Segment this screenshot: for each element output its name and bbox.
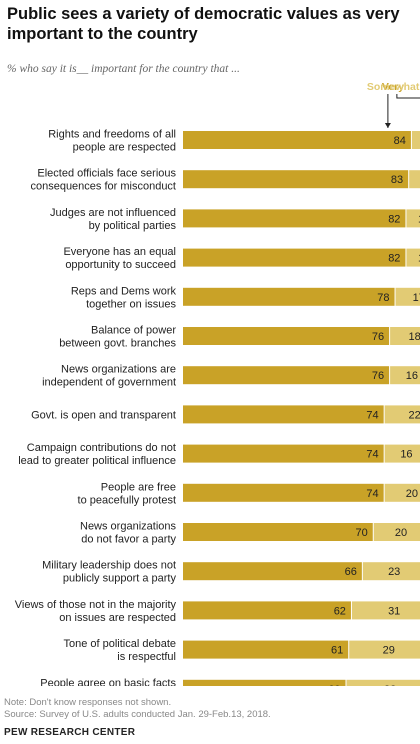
bar-segment-very: [183, 170, 409, 189]
category-label: Balance of power: [91, 325, 176, 337]
bar-segment-very: [183, 287, 395, 306]
category-label: Reps and Dems work: [71, 285, 177, 297]
data-label-somewhat: 22: [409, 409, 420, 421]
data-label-somewhat: 16: [400, 449, 412, 461]
data-label-somewhat: 29: [383, 645, 395, 657]
chart-title: Public sees a variety of democratic valu…: [7, 5, 400, 43]
bar-segment-somewhat: [384, 483, 420, 502]
data-label-very: 82: [388, 253, 400, 265]
data-label-somewhat: 23: [388, 566, 400, 578]
data-label-somewhat: 31: [388, 605, 400, 617]
bar-segment-somewhat: [349, 640, 420, 659]
data-label-very: 78: [377, 292, 389, 304]
bar-segment-somewhat: [390, 327, 420, 345]
bar-segment-very: [183, 444, 384, 463]
bar-segment-somewhat: [395, 287, 420, 306]
data-label-very: 74: [366, 409, 378, 421]
category-label: Govt. is open and transparent: [31, 409, 176, 421]
legend-arrowhead: [384, 123, 391, 128]
category-label: by political parties: [89, 220, 177, 232]
bar-segment-very: [183, 640, 349, 659]
data-label-very: 62: [334, 605, 346, 617]
data-label-somewhat: 32: [384, 684, 396, 686]
bar-segment-somewhat: [384, 405, 420, 424]
bar-segment-somewhat: [384, 444, 420, 463]
chart-source: Source: Survey of U.S. adults conducted …: [4, 709, 271, 720]
data-label-very: 74: [366, 488, 378, 500]
stacked-bar-chart: VerySomewhatNot at allNot tooRights and …: [15, 81, 420, 686]
data-label-very: 82: [388, 213, 400, 225]
data-label-very: 60: [328, 684, 340, 686]
bar-segment-very: [183, 562, 362, 581]
data-label-very: 61: [331, 645, 343, 657]
category-label: Judges are not influenced: [50, 207, 176, 219]
category-label: independent of government: [42, 377, 176, 389]
legend-leader-somewhat: [396, 94, 420, 99]
bar-segment-somewhat: [351, 601, 420, 620]
category-label: Views of those not in the majority: [15, 599, 177, 611]
bar-segment-very: [183, 483, 384, 502]
bar-segment-somewhat: [346, 679, 420, 686]
data-label-very: 66: [345, 566, 357, 578]
category-label: people are respected: [73, 142, 176, 154]
data-label-very: 83: [391, 174, 403, 186]
category-label: Everyone has an equal: [63, 246, 176, 258]
category-label: consequences for misconduct: [30, 181, 176, 193]
bar-segment-very: [183, 523, 373, 541]
category-label: Rights and freedoms of all: [48, 129, 176, 141]
bar-segment-very: [183, 248, 406, 267]
legend-very: Very: [382, 81, 404, 93]
data-label-very: 76: [372, 331, 384, 343]
bar-segment-somewhat: [362, 562, 420, 581]
data-label-very: 70: [356, 527, 368, 539]
category-label: do not favor a party: [81, 534, 176, 546]
category-label: News organizations are: [61, 364, 176, 376]
data-label-somewhat: 13: [418, 213, 420, 225]
category-label: People agree on basic facts: [40, 677, 176, 686]
bar-segment-very: [183, 601, 351, 620]
bar-segment-very: [183, 405, 384, 424]
data-label-somewhat: 20: [406, 488, 418, 500]
bar-segment-somewhat: [411, 131, 420, 149]
category-label: opportunity to succeed: [65, 259, 176, 271]
bar-segment-very: [183, 679, 346, 686]
data-label-somewhat: 13: [418, 253, 420, 265]
bar-segment-somewhat: [406, 248, 420, 267]
bar-segment-very: [183, 209, 406, 228]
category-label: Military leadership does not: [42, 560, 176, 572]
legend-somewhat: Somewhat: [367, 81, 420, 93]
data-label-very: 84: [394, 135, 406, 147]
chart-subtitle: % who say it is__ important for the coun…: [7, 63, 240, 75]
data-label-very: 74: [366, 449, 378, 461]
category-label: News organizations: [80, 521, 176, 533]
bar-segment-very: [183, 366, 390, 385]
category-label: People are free: [101, 481, 176, 493]
bar-segment-somewhat: [406, 209, 420, 228]
bar-segment-very: [183, 327, 390, 345]
data-label-somewhat: 17: [413, 292, 420, 304]
bar-segment-somewhat: [373, 523, 420, 541]
category-label: on issues are respected: [59, 612, 176, 624]
data-label-somewhat: 20: [395, 527, 407, 539]
category-label: is respectful: [117, 651, 176, 663]
category-label: publicly support a party: [63, 573, 177, 585]
category-label: Tone of political debate: [63, 638, 176, 650]
chart-note: Note: Don't know responses not shown.: [4, 697, 172, 708]
category-label: Campaign contributions do not: [27, 442, 176, 454]
org-logo-text: PEW RESEARCH CENTER: [4, 727, 136, 738]
bar-segment-very: [183, 131, 411, 149]
data-label-very: 76: [372, 370, 384, 382]
category-label: between govt. branches: [59, 338, 176, 350]
bar-segment-somewhat: [390, 366, 420, 385]
category-label: to peacefully protest: [78, 494, 176, 506]
category-label: lead to greater political influence: [18, 455, 176, 467]
bar-segment-somewhat: [409, 170, 420, 189]
category-label: Elected officials face serious: [37, 168, 176, 180]
category-label: together on issues: [86, 298, 176, 310]
data-label-somewhat: 16: [406, 370, 418, 382]
data-label-somewhat: 18: [409, 331, 420, 343]
